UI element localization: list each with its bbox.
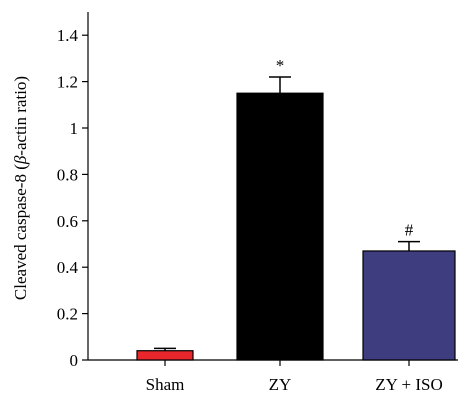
y-ticks: 0 0.2 0.4 0.6 0.8 1 1.2 1.4 <box>57 26 88 370</box>
bars: *# <box>136 56 456 361</box>
y-tick-label: 0.6 <box>57 212 78 231</box>
y-tick-label: 1 <box>70 119 79 138</box>
y-tick-label: 0.8 <box>57 165 78 184</box>
significance-label-zy: * <box>276 56 285 75</box>
x-tick-label-zy-iso: ZY + ISO <box>375 375 443 394</box>
bar-zy-iso <box>362 250 456 361</box>
y-axis-title-main: Cleaved caspase-8 ( <box>11 164 30 300</box>
y-tick-label: 1.4 <box>57 26 79 45</box>
bar-zy <box>236 92 324 361</box>
y-axis-title: Cleaved caspase-8 (β-actin ratio) <box>11 76 30 300</box>
significance-label-zy-iso: # <box>405 221 414 240</box>
y-tick-label: 0.2 <box>57 305 78 324</box>
y-axis-title-beta: β <box>11 155 30 165</box>
y-tick-label: 0 <box>70 351 79 370</box>
y-tick-label: 1.2 <box>57 73 78 92</box>
x-tick-label-zy: ZY <box>269 375 292 394</box>
x-tick-label-sham: Sham <box>146 375 185 394</box>
x-tick-labels: Sham ZY ZY + ISO <box>146 360 443 394</box>
bar-sham <box>136 350 194 361</box>
y-axis-title-tail: -actin ratio) <box>11 76 30 156</box>
y-tick-label: 0.4 <box>57 258 79 277</box>
